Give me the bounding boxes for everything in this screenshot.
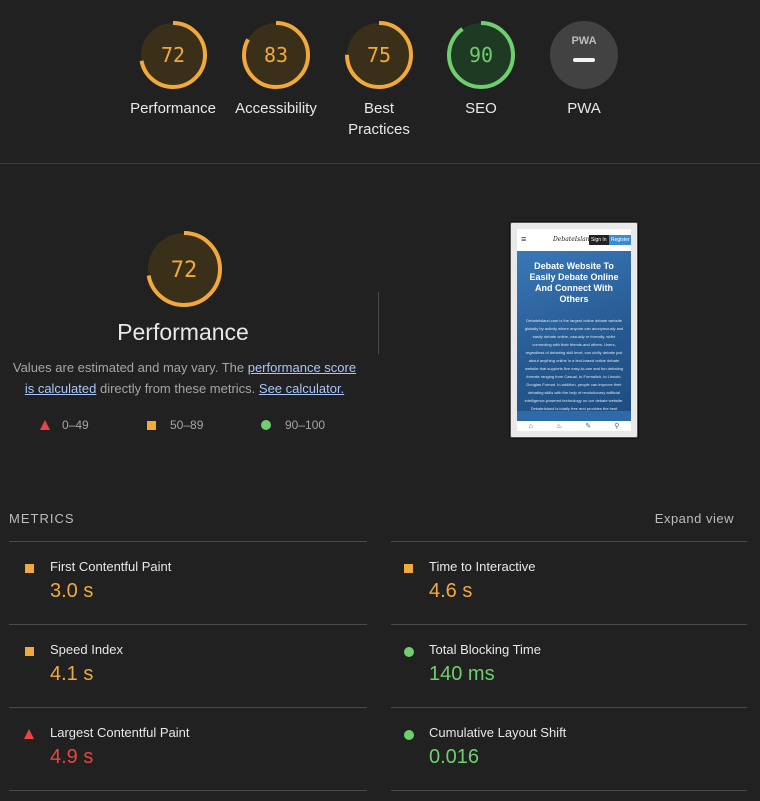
metric-first-contentful-paint: First Contentful Paint 3.0 s — [9, 553, 344, 635]
metrics-header: METRICS — [9, 511, 75, 526]
gauge-ring-icon: 83 — [242, 21, 310, 89]
gauge-label: Best Practices — [348, 100, 410, 138]
metric-value: 4.6 s — [429, 580, 473, 602]
expand-view-toggle[interactable]: Expand view — [654, 511, 734, 526]
performance-description: Values are estimated and may vary. The p… — [12, 357, 357, 399]
screenshot-body-text: DebateIsland.com is the largest online d… — [524, 318, 624, 411]
metric-name: Speed Index — [50, 642, 124, 657]
gauge-label: Performance — [130, 100, 216, 117]
home-icon: ⌂ — [528, 422, 533, 430]
gauge-score: 72 — [161, 43, 185, 67]
legend-range: 0–49 — [62, 418, 89, 432]
metric-time-to-interactive: Time to Interactive 4.6 s — [388, 553, 723, 635]
performance-title: Performance — [117, 319, 249, 345]
gauge-score: 90 — [469, 43, 493, 67]
circle-icon — [404, 647, 414, 657]
category-gauges: 72 Performance 83 Accessibility 75 Best … — [0, 0, 760, 164]
legend-range: 90–100 — [285, 418, 326, 432]
final-screenshot-thumbnail[interactable]: ≡ DebateIsland Sign In Register Debate W… — [510, 222, 638, 438]
screenshot-logo: DebateIsland — [553, 236, 594, 243]
desc-text: directly from these metrics. — [96, 381, 259, 396]
desc-text: Values are estimated and may vary. The — [12, 360, 248, 375]
metric-value: 4.9 s — [50, 746, 94, 768]
square-icon — [25, 647, 34, 656]
pwa-badge-text: PWA — [571, 35, 596, 47]
performance-score-link[interactable]: performance score is calculated — [24, 360, 357, 396]
metric-value: 140 ms — [429, 663, 495, 685]
circle-icon — [404, 730, 414, 740]
hamburger-icon: ≡ — [521, 234, 527, 244]
metric-cumulative-layout-shift: Cumulative Layout Shift 0.016 — [388, 719, 723, 801]
circle-icon — [261, 420, 271, 430]
gauge-accessibility[interactable]: 83 Accessibility — [216, 20, 336, 119]
square-icon — [25, 564, 34, 573]
metric-name: Largest Contentful Paint — [50, 725, 190, 740]
legend-range: 50–89 — [170, 418, 204, 432]
metric-name: Time to Interactive — [429, 559, 536, 574]
gauge-label: PWA — [567, 100, 601, 117]
screenshot-bottom-nav: ⌂ ♨ ✎ ⚲ — [517, 421, 631, 431]
see-calculator-link[interactable]: See calculator. — [258, 381, 345, 396]
gauge-score: 83 — [264, 43, 288, 67]
metric-name: Cumulative Layout Shift — [429, 725, 567, 740]
legend-fail: 0–49 — [40, 418, 89, 432]
section-divider — [378, 292, 379, 354]
gauge-label: SEO — [465, 100, 497, 117]
performance-score: 72 — [171, 258, 198, 283]
divider — [9, 541, 367, 542]
triangle-icon — [24, 729, 34, 739]
gauge-ring-icon: 75 — [345, 21, 413, 89]
screenshot-signin-button: Sign In — [589, 235, 609, 245]
metric-speed-index: Speed Index 4.1 s — [9, 636, 344, 718]
divider — [391, 624, 747, 625]
screenshot-header: ≡ DebateIsland Sign In Register — [517, 229, 631, 251]
metric-value: 4.1 s — [50, 663, 94, 685]
metric-value: 3.0 s — [50, 580, 94, 602]
square-icon — [147, 420, 156, 430]
divider — [391, 541, 747, 542]
divider — [391, 707, 747, 708]
screenshot-heading: Debate Website To Easily Debate Online A… — [529, 261, 619, 304]
square-icon — [404, 564, 413, 573]
gauge-score: 75 — [367, 43, 391, 67]
metric-name: Total Blocking Time — [429, 642, 541, 657]
legend-average: 50–89 — [147, 418, 203, 432]
performance-gauge-icon: 72 — [146, 231, 222, 307]
metric-largest-contentful-paint: Largest Contentful Paint 4.9 s — [9, 719, 344, 801]
divider — [391, 790, 747, 791]
metric-value: 0.016 — [429, 746, 480, 768]
search-icon: ⚲ — [614, 423, 620, 430]
divider — [9, 624, 367, 625]
gauge-pwa[interactable]: PWA PWA — [524, 20, 644, 119]
gauge-best-practices[interactable]: 75 Best Practices — [319, 20, 439, 140]
gauge-label: Accessibility — [235, 100, 317, 117]
pwa-badge-icon: PWA — [550, 21, 618, 89]
divider — [9, 790, 367, 791]
gauge-ring-icon: 90 — [447, 21, 515, 89]
flame-icon: ♨ — [555, 423, 563, 430]
legend-pass: 90–100 — [261, 418, 325, 432]
divider — [9, 707, 367, 708]
triangle-icon — [40, 420, 50, 430]
metric-total-blocking-time: Total Blocking Time 140 ms — [388, 636, 723, 718]
screenshot-register-button: Register — [609, 235, 631, 245]
pencil-icon: ✎ — [585, 423, 592, 430]
screenshot-hero — [517, 251, 631, 411]
gauge-seo[interactable]: 90 SEO — [421, 20, 541, 119]
gauge-performance[interactable]: 72 Performance — [113, 20, 233, 119]
screenshot-page: ≡ DebateIsland Sign In Register Debate W… — [517, 229, 631, 431]
metric-name: First Contentful Paint — [50, 559, 172, 574]
gauge-ring-icon: 72 — [139, 21, 207, 89]
